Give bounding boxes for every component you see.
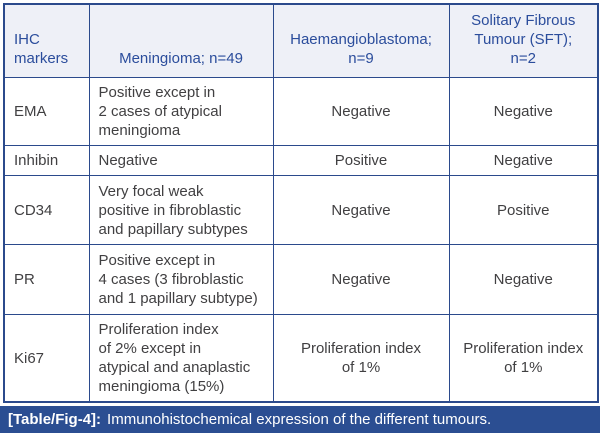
table-row-ki67: Ki67 Proliferation index of 2% except in… bbox=[3, 314, 599, 403]
table-row-cd34: CD34 Very focal weak positive in fibrobl… bbox=[3, 175, 599, 245]
sft-cell: Positive bbox=[448, 175, 599, 245]
haemangioblastoma-cell: Proliferation index of 1% bbox=[272, 314, 450, 403]
sft-cell: Proliferation index of 1% bbox=[448, 314, 599, 403]
marker-cell: Ki67 bbox=[3, 314, 90, 403]
header-cell-sft: Solitary Fibrous Tumour (SFT); n=2 bbox=[448, 3, 599, 78]
meningioma-cell: Very focal weak positive in fibroblastic… bbox=[88, 175, 274, 245]
marker-cell: Inhibin bbox=[3, 145, 90, 176]
haemangioblastoma-cell: Positive bbox=[272, 145, 450, 176]
meningioma-cell: Positive except in 2 cases of atypical m… bbox=[88, 77, 274, 146]
table-header: IHC markers Meningioma; n=49 Haemangiobl… bbox=[3, 3, 599, 78]
haemangioblastoma-cell: Negative bbox=[272, 244, 450, 315]
caption-text: Immunohistochemical expression of the di… bbox=[107, 411, 492, 428]
table-row-ema: EMA Positive except in 2 cases of atypic… bbox=[3, 77, 599, 146]
header-cell-ihc-markers: IHC markers bbox=[3, 3, 90, 78]
header-cell-meningioma: Meningioma; n=49 bbox=[88, 3, 274, 78]
marker-cell: EMA bbox=[3, 77, 90, 146]
haemangioblastoma-cell: Negative bbox=[272, 175, 450, 245]
header-row: IHC markers Meningioma; n=49 Haemangiobl… bbox=[3, 3, 599, 78]
sft-cell: Negative bbox=[448, 77, 599, 146]
marker-cell: PR bbox=[3, 244, 90, 315]
table-body: EMA Positive except in 2 cases of atypic… bbox=[3, 77, 599, 403]
table-row-pr: PR Positive except in 4 cases (3 fibrobl… bbox=[3, 244, 599, 315]
sft-cell: Negative bbox=[448, 145, 599, 176]
meningioma-cell: Positive except in 4 cases (3 fibroblast… bbox=[88, 244, 274, 315]
caption-label: [Table/Fig-4]: bbox=[8, 411, 102, 428]
header-cell-haemangioblastoma: Haemangioblastoma; n=9 bbox=[272, 3, 450, 78]
table-row-inhibin: Inhibin Negative Positive Negative bbox=[3, 145, 599, 176]
haemangioblastoma-cell: Negative bbox=[272, 77, 450, 146]
marker-cell: CD34 bbox=[3, 175, 90, 245]
table-caption-bar: [Table/Fig-4]: Immunohistochemical expre… bbox=[0, 406, 600, 433]
meningioma-cell: Negative bbox=[88, 145, 274, 176]
ihc-markers-table: IHC markers Meningioma; n=49 Haemangiobl… bbox=[3, 3, 599, 403]
meningioma-cell: Proliferation index of 2% except in atyp… bbox=[88, 314, 274, 403]
sft-cell: Negative bbox=[448, 244, 599, 315]
